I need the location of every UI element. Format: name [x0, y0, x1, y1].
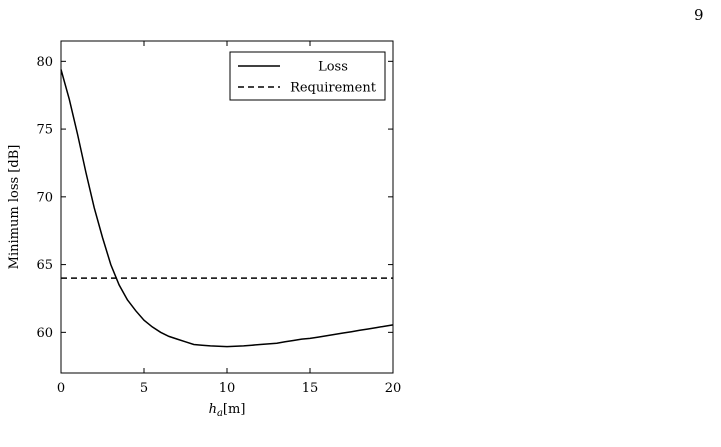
x-tick-label: 15 [302, 381, 319, 396]
x-tick-label: 0 [57, 381, 65, 396]
legend-box [229, 51, 386, 101]
x-tick-label: 20 [385, 381, 402, 396]
y-tick-label: 70 [36, 190, 53, 205]
legend-label-loss: Loss [318, 60, 348, 75]
plot-layer [60, 69, 394, 348]
y-tick-label: 60 [36, 326, 53, 341]
y-tick-label: 65 [36, 258, 53, 273]
legend-label-requirement: Requirement [290, 81, 377, 96]
legend: Loss Requirement [229, 51, 386, 101]
y-axis-label: Minimum loss [dB] [7, 145, 22, 270]
x-axis-label-sub: a [217, 408, 223, 419]
y-tick-label: 80 [36, 55, 53, 70]
y-tick-label: 75 [36, 123, 53, 138]
page-number: 9 [694, 6, 704, 24]
x-axis-label: ha[m] [209, 402, 246, 419]
x-axis-label-main: h [209, 402, 217, 417]
x-axis-label-unit: [m] [223, 402, 245, 417]
series-loss-line [60, 69, 394, 348]
ticks-layer: 0 5 10 15 20 60 65 70 75 80 [36, 41, 401, 396]
x-tick-label: 10 [219, 381, 236, 396]
x-tick-label: 5 [140, 381, 148, 396]
